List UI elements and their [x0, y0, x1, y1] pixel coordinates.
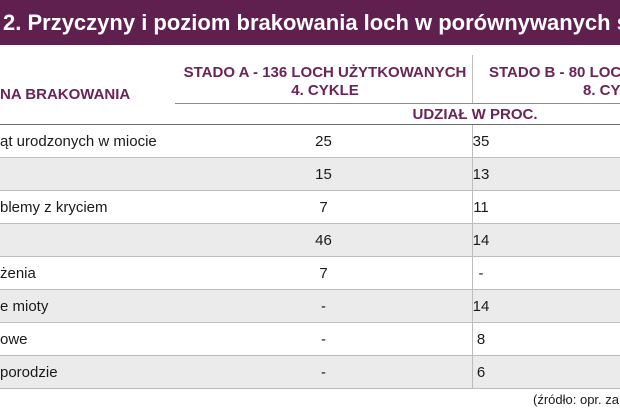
header-stado-a: STADO A - 136 LOCH UŻYTKOWANYCH: [183, 64, 467, 81]
stado-b-value: -: [478, 264, 484, 282]
header-stado-b-cycles: 8. CYK: [583, 82, 620, 99]
table-title-bar: 2. Przyczyny i poziom brakowania loch w …: [0, 0, 620, 45]
stado-a-value: 7: [175, 256, 473, 290]
stado-a-value: 25: [175, 125, 473, 158]
table-row: 15 13: [0, 157, 620, 191]
header-column-divider: [472, 55, 473, 103]
table-row: ąt urodzonych w miocie 25 35: [0, 125, 620, 158]
stado-b-value: 14: [472, 297, 490, 315]
cause-cell: blemy z kryciem: [0, 190, 175, 224]
stado-b-value: 6: [476, 363, 486, 381]
stado-a-value: 15: [175, 157, 473, 191]
stado-a-value: 46: [175, 223, 473, 257]
stado-b-value: 8: [476, 330, 486, 348]
cause-cell: e mioty: [0, 289, 175, 323]
table-row: 46 14: [0, 223, 620, 257]
table-title: 2. Przyczyny i poziom brakowania loch w …: [3, 10, 620, 35]
header-cause-label: NA BRAKOWANIA: [0, 86, 131, 103]
cause-cell: [0, 223, 175, 257]
table-row: owe - 8: [0, 322, 620, 356]
stado-b-value: 13: [472, 165, 490, 183]
table-row: e mioty - 14: [0, 289, 620, 323]
stado-b-value: 14: [472, 231, 490, 249]
stado-b-value: 11: [473, 198, 489, 216]
header-stado-a-cycles: 4. CYKLE: [291, 82, 359, 99]
cause-cell: porodzie: [0, 355, 175, 389]
table-row: żenia 7 -: [0, 256, 620, 290]
cause-cell: żenia: [0, 256, 175, 290]
table-row: blemy z kryciem 7 11: [0, 190, 620, 224]
source-note: (źródło: opr. za: [533, 392, 619, 407]
cause-cell: owe: [0, 322, 175, 356]
stado-a-value: 7: [175, 190, 473, 224]
stado-a-value: -: [175, 289, 473, 323]
header-stado-b: STADO B - 80 LOCH: [489, 64, 620, 81]
data-table: ąt urodzonych w miocie 25 35 15 13 blemy…: [0, 125, 620, 389]
header-divider: [175, 103, 620, 104]
stado-b-value: 35: [472, 132, 490, 150]
table-row: porodzie - 6: [0, 355, 620, 389]
cause-cell: [0, 157, 175, 191]
cause-cell: ąt urodzonych w miocie: [0, 125, 175, 158]
stado-a-value: -: [175, 355, 473, 389]
header-subheader: UDZIAŁ W PROC.: [412, 106, 538, 123]
table-header: NA BRAKOWANIA STADO A - 136 LOCH UŻYTKOW…: [0, 45, 620, 125]
stado-a-value: -: [175, 322, 473, 356]
header-bottom-rule: [0, 124, 620, 125]
